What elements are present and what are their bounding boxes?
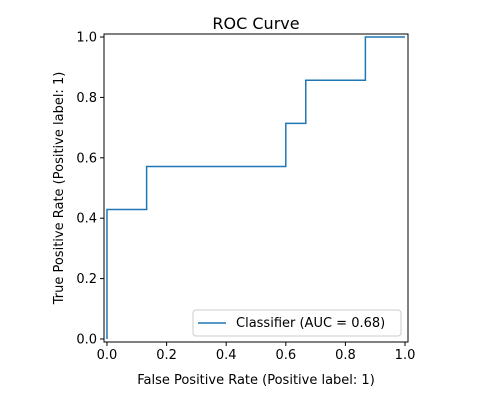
x-tick-label: 0.8 [335,348,356,363]
x-tick-label: 1.0 [395,348,416,363]
axis-ticks: 0.0 0.2 0.4 0.6 0.8 1.0 0.0 0.2 0.4 0.6 0.8 1.0 [76,31,415,363]
x-tick-label: 0.2 [156,348,177,363]
x-tick-label: 0.0 [97,348,118,363]
x-axis-label: False Positive Rate (Positive label: 1) [137,373,375,388]
y-tick-label: 0.6 [76,151,97,166]
y-tick-label: 0.2 [76,272,97,287]
x-tick-label: 0.6 [275,348,296,363]
chart-title: ROC Curve [212,14,299,33]
y-axis-label: True Positive Rate (Positive label: 1) [52,72,67,306]
legend: Classifier (AUC = 0.68) [192,309,402,337]
x-tick-label: 0.4 [216,348,237,363]
y-tick-label: 0.8 [76,91,97,106]
y-tick-label: 0.0 [76,332,97,347]
y-tick-label: 1.0 [76,31,97,46]
legend-frame [192,309,402,337]
series-layer [106,36,406,339]
axes-frame [103,33,409,343]
legend-label: Classifier (AUC = 0.68) [236,316,385,331]
roc-curve-line [106,36,406,339]
y-tick-label: 0.4 [76,212,97,227]
